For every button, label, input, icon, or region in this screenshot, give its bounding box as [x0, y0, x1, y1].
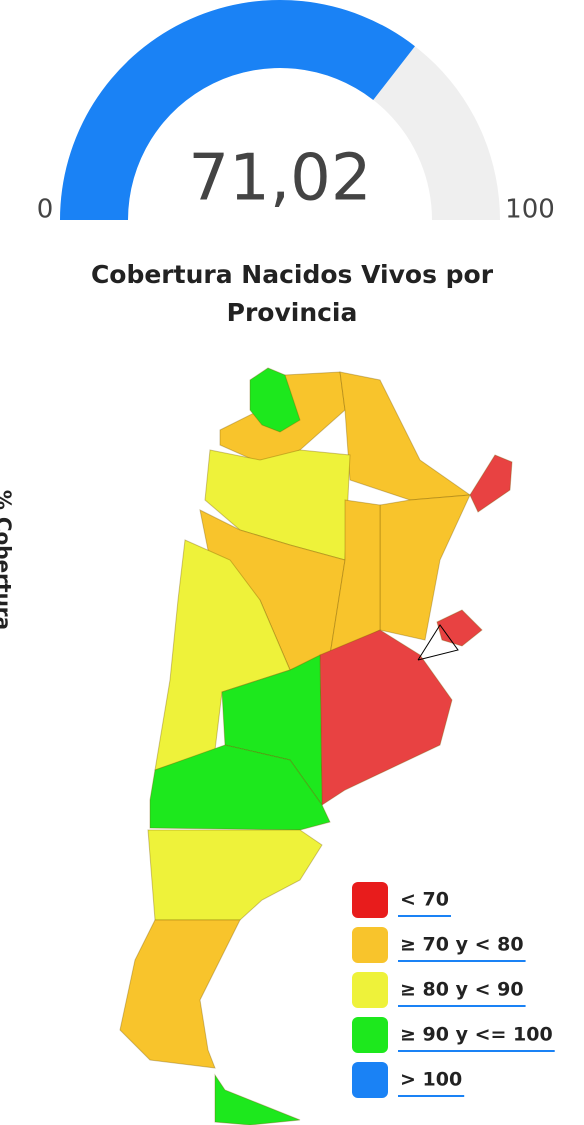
legend-swatch[interactable] — [352, 927, 388, 963]
province — [147, 829, 323, 921]
legend-swatch[interactable] — [352, 1062, 388, 1098]
legend-label[interactable]: < 70 — [400, 889, 449, 911]
gauge-value-label: 71,02 — [188, 142, 371, 216]
province — [154, 539, 291, 771]
gauge: 71,02 0 100 — [37, 0, 555, 225]
province — [214, 1073, 301, 1125]
province — [469, 454, 513, 513]
map — [119, 367, 513, 1125]
legend-swatch[interactable] — [352, 1017, 388, 1053]
legend-label[interactable]: ≥ 70 y < 80 — [400, 934, 524, 956]
legend-label[interactable]: ≥ 90 y <= 100 — [400, 1024, 553, 1046]
province — [339, 371, 472, 501]
connector — [417, 624, 459, 661]
legend-label[interactable]: ≥ 80 y < 90 — [400, 979, 524, 1001]
map-title: Cobertura Nacidos Vivos por — [91, 260, 494, 289]
legend-label[interactable]: > 100 — [400, 1069, 462, 1091]
province — [119, 919, 241, 1069]
province — [436, 609, 483, 647]
map-title: Provincia — [227, 298, 358, 327]
province — [249, 367, 301, 433]
legend: < 70 ≥ 70 y < 80 ≥ 80 y < 90 ≥ 90 y <= 100 >… — [352, 882, 555, 1098]
gauge-min: 0 — [37, 195, 54, 225]
axis-label: % Cobertura — [0, 490, 16, 630]
province — [149, 744, 331, 831]
gauge-value — [60, 0, 415, 220]
gauge-max: 100 — [505, 195, 555, 225]
province — [319, 629, 453, 806]
legend-swatch[interactable] — [352, 972, 388, 1008]
legend-swatch[interactable] — [352, 882, 388, 918]
